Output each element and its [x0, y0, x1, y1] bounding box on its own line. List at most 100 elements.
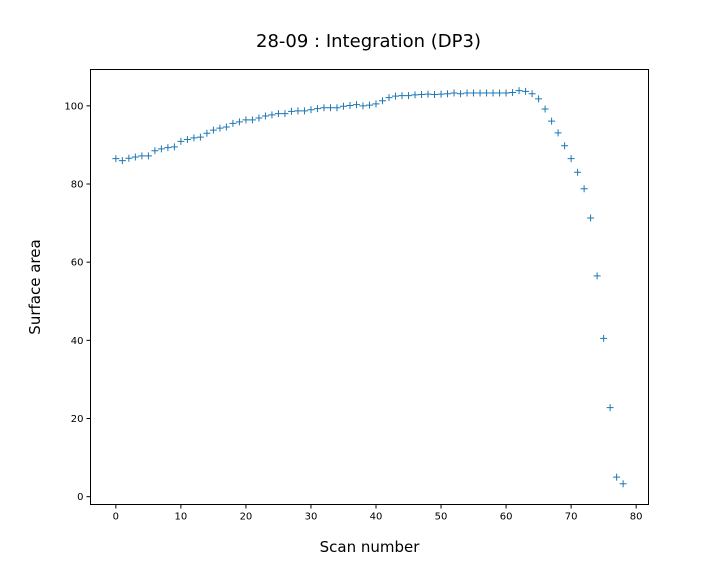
- y-tick-label: 0: [77, 492, 83, 503]
- data-point: [580, 185, 588, 193]
- x-tick-label: 70: [565, 512, 578, 523]
- y-tick-label: 40: [71, 336, 84, 347]
- data-point: [541, 105, 549, 113]
- data-point: [392, 92, 400, 100]
- data-point: [405, 92, 413, 100]
- data-point: [352, 101, 360, 109]
- data-point: [118, 157, 126, 165]
- data-point: [366, 101, 373, 109]
- data-point: [554, 129, 562, 137]
- data-points: [112, 87, 627, 488]
- x-tick-label: 80: [630, 512, 643, 523]
- data-point: [561, 142, 569, 150]
- data-point: [509, 89, 517, 97]
- data-point: [268, 111, 276, 119]
- data-point: [326, 104, 334, 112]
- x-tick-label: 30: [305, 512, 318, 523]
- data-point: [528, 90, 536, 98]
- data-point: [606, 404, 614, 412]
- data-point: [398, 92, 406, 100]
- y-axis-ticks: 0 20 40 60 80 100: [64, 101, 91, 503]
- data-point: [248, 116, 256, 124]
- data-point: [190, 134, 198, 142]
- chart-title: 28-09 : Integration (DP3): [256, 31, 481, 52]
- x-tick-label: 20: [240, 512, 253, 523]
- data-point: [574, 168, 582, 176]
- data-point: [476, 89, 484, 97]
- data-point: [522, 87, 530, 95]
- data-point: [418, 91, 426, 99]
- data-point: [222, 123, 230, 131]
- data-point: [112, 155, 120, 163]
- y-axis-label: Surface area: [26, 239, 44, 335]
- x-tick-label: 0: [113, 512, 119, 523]
- data-point: [411, 91, 419, 99]
- data-point: [548, 117, 556, 125]
- data-point: [372, 100, 380, 108]
- x-axis-label: Scan number: [319, 538, 420, 556]
- data-point: [535, 95, 543, 103]
- data-point: [515, 87, 523, 95]
- data-point: [385, 94, 393, 102]
- x-tick-label: 60: [500, 512, 513, 523]
- data-point: [144, 152, 152, 160]
- data-point: [313, 105, 321, 113]
- x-tick-label: 10: [175, 512, 188, 523]
- x-axis-ticks: 0 10 20 30 40 50 60 70 80: [113, 504, 643, 523]
- data-point: [177, 137, 185, 145]
- data-point: [164, 144, 172, 152]
- y-tick-label: 60: [71, 258, 84, 269]
- data-point: [600, 334, 608, 342]
- data-point: [359, 102, 367, 110]
- x-tick-label: 50: [435, 512, 448, 523]
- data-point: [151, 147, 159, 155]
- y-tick-label: 100: [64, 101, 83, 112]
- data-point: [450, 89, 458, 97]
- data-point: [567, 155, 575, 163]
- data-point: [261, 112, 269, 120]
- data-point: [444, 90, 452, 98]
- data-point: [489, 89, 497, 97]
- data-point: [379, 97, 387, 105]
- y-tick-label: 20: [71, 414, 84, 425]
- data-point: [424, 90, 432, 98]
- data-point: [346, 101, 354, 109]
- data-point: [255, 114, 263, 122]
- data-point: [281, 110, 289, 118]
- data-point: [287, 107, 295, 115]
- data-point: [229, 119, 237, 127]
- data-point: [294, 107, 302, 115]
- data-point: [437, 90, 445, 98]
- data-point: [216, 124, 224, 132]
- data-point: [496, 89, 504, 97]
- data-point: [196, 133, 204, 141]
- data-point: [593, 272, 601, 280]
- data-point: [339, 102, 347, 110]
- axes-frame: [90, 69, 649, 505]
- x-tick-label: 40: [370, 512, 383, 523]
- data-point: [320, 104, 328, 112]
- data-point: [138, 152, 146, 160]
- data-point: [274, 110, 282, 118]
- data-point: [431, 91, 439, 99]
- data-point: [613, 473, 621, 481]
- data-point: [131, 153, 139, 161]
- data-point: [483, 89, 491, 97]
- data-point: [587, 214, 595, 222]
- data-point: [183, 135, 191, 143]
- data-point: [125, 154, 133, 162]
- data-point: [170, 143, 178, 151]
- data-point: [157, 145, 165, 153]
- data-point: [307, 106, 315, 114]
- data-point: [463, 89, 471, 97]
- data-point: [242, 116, 250, 124]
- data-point: [470, 89, 478, 97]
- data-point: [502, 89, 510, 97]
- data-point: [619, 480, 627, 488]
- data-point: [300, 107, 308, 115]
- data-point: [209, 126, 217, 134]
- y-tick-label: 80: [71, 180, 84, 191]
- data-point: [203, 129, 211, 137]
- data-point: [333, 104, 341, 112]
